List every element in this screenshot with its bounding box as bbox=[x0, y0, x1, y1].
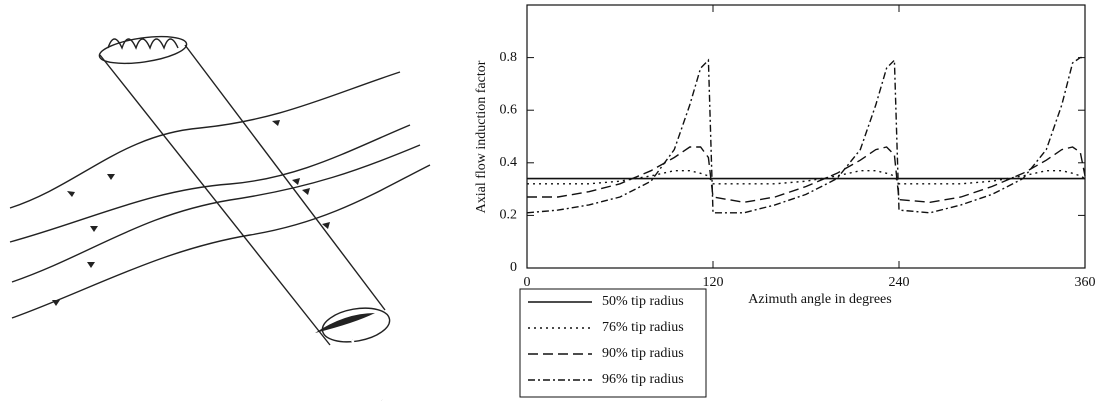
x-axis-label: Azimuth angle in degrees bbox=[748, 292, 891, 307]
plot-frame bbox=[526, 4, 1086, 269]
streamline bbox=[11, 164, 431, 319]
legend-label: 90% tip radius bbox=[602, 346, 684, 361]
y-tick-label: 0.8 bbox=[500, 50, 518, 65]
legend-frame bbox=[519, 288, 707, 398]
streamline bbox=[9, 71, 401, 209]
y-tick-label: 0.2 bbox=[500, 208, 518, 223]
x-tick-label: 0 bbox=[524, 275, 531, 290]
tube-edge bbox=[99, 54, 331, 346]
wake-diagram bbox=[9, 35, 431, 401]
y-axis-label: Axial flow induction factor bbox=[474, 60, 489, 213]
series-line bbox=[526, 56, 1085, 214]
blade-section bbox=[315, 313, 375, 333]
blade-shaft-inner bbox=[350, 339, 384, 401]
tube-edge bbox=[184, 44, 386, 311]
x-tick-label: 360 bbox=[1075, 275, 1096, 290]
x-tick-label: 120 bbox=[703, 275, 724, 290]
legend-label: 76% tip radius bbox=[602, 320, 684, 335]
streamline bbox=[9, 124, 411, 243]
y-tick-label: 0 bbox=[510, 260, 517, 275]
y-tick-label: 0.4 bbox=[500, 155, 518, 170]
x-tick-label: 240 bbox=[889, 275, 910, 290]
flow-arrows bbox=[52, 120, 330, 306]
series-line bbox=[527, 170, 1086, 185]
y-tick-label: 0.6 bbox=[500, 102, 518, 117]
legend-label: 96% tip radius bbox=[602, 372, 684, 387]
streamline bbox=[11, 144, 421, 283]
legend-label: 50% tip radius bbox=[602, 294, 684, 309]
vortex-loops bbox=[107, 38, 179, 50]
series-line bbox=[527, 146, 1086, 204]
tip-vortex bbox=[98, 35, 188, 65]
